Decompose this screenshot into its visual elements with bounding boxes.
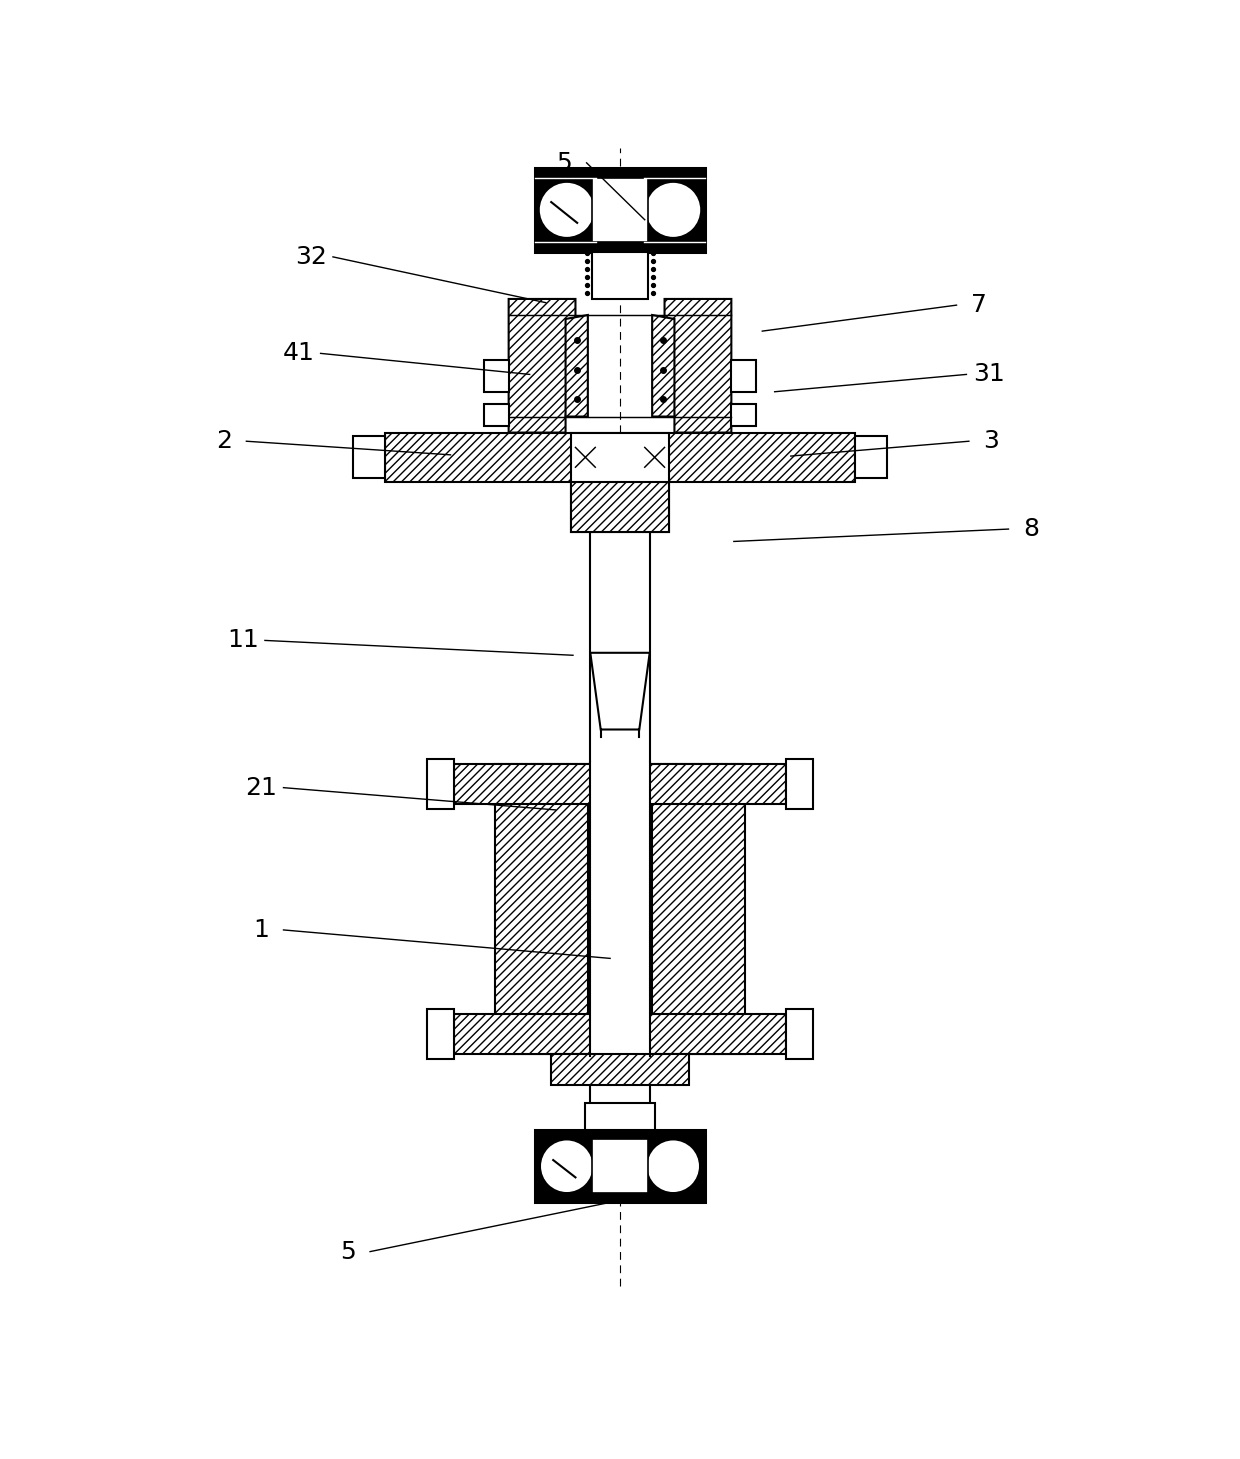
Bar	[384, 432, 856, 481]
Text: 32: 32	[295, 245, 326, 268]
Bar	[590, 762, 650, 1056]
Text: 11: 11	[227, 629, 258, 652]
Text: 1: 1	[253, 918, 269, 943]
Bar	[591, 178, 649, 242]
Bar	[484, 404, 508, 426]
Bar	[786, 759, 813, 808]
Bar	[856, 436, 888, 479]
Text: 21: 21	[246, 776, 278, 800]
Bar	[591, 1139, 649, 1193]
Text: 8: 8	[1023, 516, 1039, 541]
Text: 3: 3	[983, 429, 999, 454]
Circle shape	[542, 1141, 591, 1191]
Bar	[652, 765, 745, 1053]
Bar	[454, 765, 786, 804]
Bar	[384, 432, 856, 481]
Bar	[484, 360, 508, 392]
Bar	[585, 1103, 655, 1131]
Bar	[570, 432, 670, 481]
Bar	[427, 1010, 454, 1059]
Polygon shape	[570, 481, 670, 531]
Bar	[551, 1053, 689, 1084]
Text: 2: 2	[216, 429, 232, 454]
Bar	[551, 1053, 689, 1084]
Text: 5: 5	[340, 1240, 356, 1263]
Polygon shape	[508, 299, 575, 432]
Bar	[454, 1014, 786, 1053]
Circle shape	[541, 184, 593, 236]
Bar	[570, 432, 670, 531]
Bar	[732, 360, 756, 392]
Polygon shape	[590, 652, 650, 730]
Bar	[534, 168, 706, 252]
Polygon shape	[652, 315, 675, 416]
Bar	[652, 765, 745, 1053]
Bar	[352, 436, 384, 479]
Bar	[495, 765, 588, 1053]
Text: 41: 41	[283, 341, 314, 365]
Polygon shape	[665, 299, 732, 432]
Text: 5: 5	[557, 150, 572, 175]
Bar	[732, 404, 756, 426]
Bar	[495, 765, 588, 1053]
Bar	[454, 765, 786, 804]
Circle shape	[647, 184, 699, 236]
Bar	[590, 531, 650, 1128]
Polygon shape	[565, 315, 588, 416]
Text: 7: 7	[971, 293, 987, 317]
Bar	[454, 1014, 786, 1053]
Circle shape	[649, 1141, 698, 1191]
Text: 31: 31	[973, 362, 1004, 387]
Bar	[591, 252, 649, 299]
Bar	[786, 1010, 813, 1059]
Bar	[534, 1131, 706, 1202]
Bar	[427, 759, 454, 808]
